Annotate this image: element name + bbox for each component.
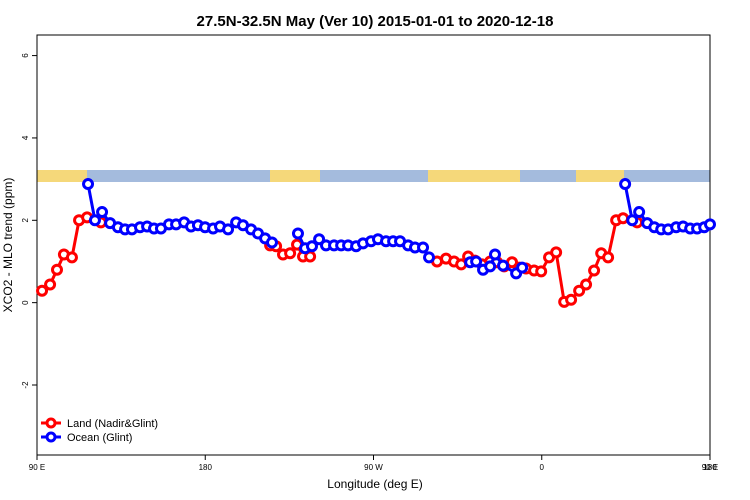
series-point — [619, 178, 632, 191]
series-point — [470, 255, 483, 268]
series-point — [265, 236, 278, 249]
x-tick-label: 90 E — [29, 463, 45, 472]
y-tick-label: 4 — [21, 135, 30, 140]
series-point — [313, 233, 326, 246]
series-point — [484, 260, 497, 273]
legend-marker — [45, 431, 57, 443]
series-point — [291, 227, 304, 240]
y-tick-label: -2 — [21, 381, 30, 389]
series-point — [602, 251, 615, 264]
series-point — [580, 278, 593, 291]
series-point — [305, 240, 318, 253]
series-line — [86, 183, 273, 244]
series-point — [96, 206, 109, 219]
series-point — [417, 241, 430, 254]
chart-title: 27.5N-32.5N May (Ver 10) 2015-01-01 to 2… — [197, 13, 554, 30]
y-axis-label: XCO2 - MLO trend (ppm) — [1, 178, 15, 313]
series-point — [304, 250, 317, 263]
legend-marker — [45, 417, 57, 429]
x-tick-label: 90 W — [364, 463, 383, 472]
series-point — [617, 212, 630, 225]
series-point — [82, 178, 95, 191]
series-point — [88, 214, 101, 227]
legend-label: Ocean (Glint) — [67, 432, 132, 444]
x-tick-label: 0 — [540, 463, 545, 472]
series-point — [44, 278, 57, 291]
series-point — [497, 259, 510, 272]
x-tick-label: 180 — [199, 463, 213, 472]
series-point — [573, 284, 586, 297]
series-point — [588, 264, 601, 277]
series-point — [550, 246, 563, 259]
series-point — [284, 247, 297, 260]
x-axis-label: Longitude (deg E) — [327, 477, 422, 491]
series-point — [626, 214, 639, 227]
series-point — [51, 263, 64, 276]
y-tick-label: 2 — [21, 218, 30, 223]
series-point — [565, 293, 578, 306]
series-point — [489, 248, 502, 261]
map-strip — [37, 170, 710, 182]
series-point — [633, 206, 646, 219]
series-point — [516, 261, 529, 274]
series-point — [36, 284, 49, 297]
series-point — [65, 251, 78, 264]
y-tick-label: 6 — [21, 53, 30, 58]
series-point — [423, 251, 436, 264]
series-point — [535, 265, 548, 278]
y-tick-label: 0 — [21, 300, 30, 305]
x-tick-label: 180 — [703, 463, 717, 472]
series-point — [222, 223, 235, 236]
legend-label: Land (Nadir&Glint) — [67, 418, 158, 430]
x-tick-label: 90 E — [702, 463, 718, 472]
series-point — [704, 218, 716, 231]
